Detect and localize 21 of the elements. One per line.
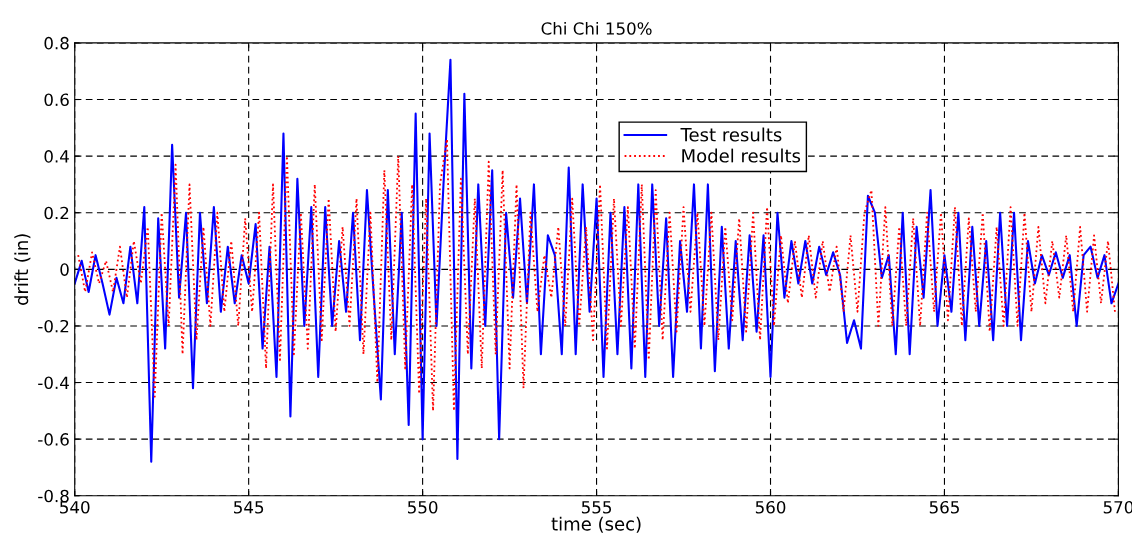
x-tick-label: 565 bbox=[929, 500, 959, 514]
x-tick-label: 560 bbox=[755, 500, 786, 514]
y-tick-label: 0 bbox=[60, 263, 69, 276]
y-tick-label: 0.8 bbox=[44, 36, 69, 50]
x-tick-label: 550 bbox=[407, 500, 438, 514]
y-tick-label: -0.8 bbox=[38, 489, 69, 503]
y-tick-label: -0.4 bbox=[38, 376, 69, 390]
y-tick-label: 0.6 bbox=[44, 93, 69, 107]
x-tick-label: 545 bbox=[234, 501, 264, 514]
x-axis-title: time (sec) bbox=[551, 516, 641, 533]
y-tick-label: 0.2 bbox=[44, 206, 69, 220]
line-series bbox=[74, 58, 1119, 463]
y-tick-label: 0.4 bbox=[44, 150, 69, 163]
legend-label: Model results bbox=[682, 148, 801, 163]
x-tick-label: 555 bbox=[581, 501, 612, 514]
y-tick-label: -0.2 bbox=[38, 319, 69, 333]
chart-title: Chi Chi 150% bbox=[541, 21, 652, 35]
legend-label: Test results bbox=[680, 127, 782, 142]
x-tick-label: 540 bbox=[60, 500, 90, 514]
y-axis-title: drift (in) bbox=[14, 234, 31, 305]
y-tick-label: -0.6 bbox=[38, 433, 69, 446]
